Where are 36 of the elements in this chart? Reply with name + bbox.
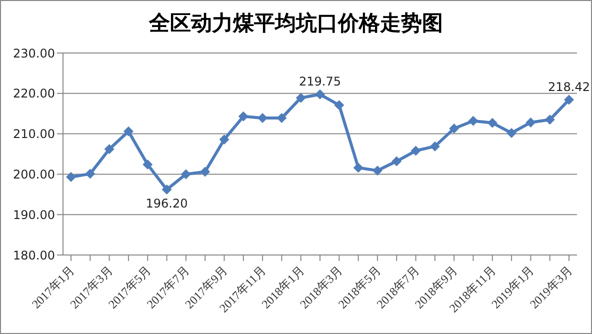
y-tick-label: 220.00	[13, 86, 55, 101]
y-tick-label: 230.00	[13, 46, 55, 60]
point	[526, 117, 536, 128]
point	[487, 118, 498, 128]
point	[564, 94, 574, 105]
point	[430, 141, 440, 152]
point	[85, 168, 96, 179]
point	[66, 172, 76, 182]
point	[392, 156, 402, 166]
point	[372, 166, 382, 176]
point	[468, 116, 478, 126]
point	[410, 146, 421, 156]
y-tick-label: 210.00	[13, 127, 55, 142]
point	[334, 100, 344, 110]
point	[296, 92, 306, 103]
point	[353, 162, 364, 173]
point	[315, 89, 325, 100]
point	[544, 114, 555, 125]
point	[142, 160, 153, 170]
point	[104, 144, 114, 154]
point	[123, 126, 134, 136]
point	[238, 111, 248, 122]
point	[200, 166, 210, 177]
point	[506, 128, 517, 138]
point	[276, 113, 287, 124]
point	[180, 169, 191, 180]
chart-title: 全区动力煤平均坑口价格走势图	[148, 9, 444, 37]
data-label: 196.20	[146, 196, 188, 211]
y-tick-label: 180.00	[13, 248, 55, 262]
data-label: 218.42	[548, 80, 590, 94]
point	[162, 184, 172, 195]
y-tick-label: 200.00	[13, 167, 55, 182]
y-tick-label: 190.00	[13, 208, 55, 222]
point	[449, 124, 460, 134]
data-label: 219.75	[299, 74, 341, 88]
point	[219, 134, 230, 144]
